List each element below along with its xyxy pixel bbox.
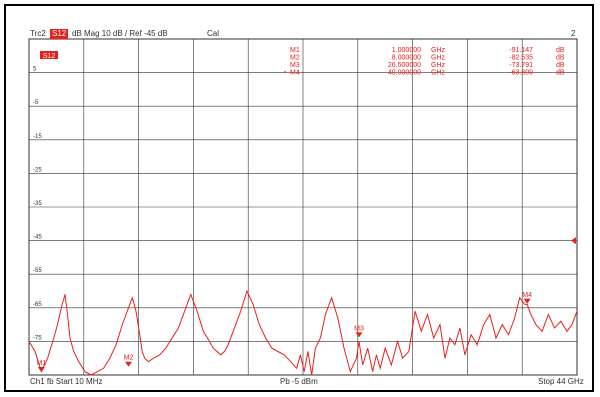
marker-m3-icon[interactable] xyxy=(355,332,363,338)
marker-table-unit: GHz xyxy=(431,47,446,54)
analyzer-screen xyxy=(4,4,594,392)
marker-table-name: M4 xyxy=(290,70,300,77)
y-tick-label: -65 xyxy=(33,302,42,308)
y-tick-label: -55 xyxy=(33,268,42,274)
reference-level-arrow[interactable] xyxy=(571,237,576,245)
marker-m3-label: M3 xyxy=(354,325,364,332)
y-tick-label: -5 xyxy=(33,100,39,106)
y-tick-label: -35 xyxy=(33,201,42,207)
marker-table-unit: GHz xyxy=(431,55,446,62)
marker-table-frequency: 40.000000 xyxy=(388,70,421,77)
marker-table-name: M2 xyxy=(290,55,300,62)
marker-m2-icon[interactable] xyxy=(125,361,133,367)
marker-table-db-unit: dB xyxy=(556,55,565,62)
marker-table-value: -91.147 xyxy=(509,47,533,54)
marker-table-value: -73.791 xyxy=(509,62,533,69)
marker-table-db-unit: dB xyxy=(556,70,565,77)
marker-table-frequency: 1.000000 xyxy=(392,47,421,54)
grid xyxy=(28,38,578,376)
y-tick-label: -15 xyxy=(33,134,42,140)
y-tick-label: -45 xyxy=(33,235,42,241)
marker-table-unit: GHz xyxy=(431,62,446,69)
y-axis-labels: 5 -5 -15 -25 -35 -45 -55 -65 -75 xyxy=(33,67,42,342)
trace-line xyxy=(28,289,578,376)
marker-m1-icon[interactable] xyxy=(37,367,45,372)
marker-table-frequency: 8.000000 xyxy=(392,55,421,62)
y-tick-label: -75 xyxy=(33,335,42,341)
marker-m4-icon[interactable] xyxy=(523,298,531,304)
trace-name[interactable]: Trc2 xyxy=(30,29,46,38)
active-marker-dot xyxy=(284,71,286,73)
trace-badge[interactable]: S12 xyxy=(40,51,58,60)
marker-table-name: M1 xyxy=(290,47,300,54)
trace-badge-label: S12 xyxy=(43,53,56,60)
marker-table-frequency: 26.500000 xyxy=(388,62,421,69)
markers[interactable]: M1 M2 M3 M4 xyxy=(36,292,532,372)
trace-parameter[interactable]: S12 xyxy=(50,29,69,39)
start-frequency[interactable]: Ch1 fb Start 10 MHz xyxy=(30,377,103,386)
marker-table-unit: GHz xyxy=(431,70,446,77)
marker-table: M1 1.000000 GHz -91.147 dB M2 8.000000 GHz -82.5… xyxy=(284,47,565,77)
stop-frequency[interactable]: Stop 44 GHz xyxy=(538,377,584,386)
source-power[interactable]: Pb -5 dBm xyxy=(280,377,318,386)
marker-m1-label: M1 xyxy=(36,360,46,367)
calibration-status: Cal xyxy=(207,29,220,38)
marker-table-db-unit: dB xyxy=(556,62,565,69)
marker-table-value: -63.809 xyxy=(509,70,533,77)
trace-format[interactable]: dB Mag 10 dB / Ref -45 dB xyxy=(72,29,168,38)
marker-table-value: -82.535 xyxy=(509,55,533,62)
marker-table-db-unit: dB xyxy=(556,47,565,54)
marker-m4-label: M4 xyxy=(522,292,532,299)
y-tick-label: 5 xyxy=(33,67,37,73)
y-tick-label: -25 xyxy=(33,167,42,173)
channel-number: 2 xyxy=(571,29,576,38)
marker-table-name: M3 xyxy=(290,62,300,69)
marker-m2-label: M2 xyxy=(124,355,134,362)
